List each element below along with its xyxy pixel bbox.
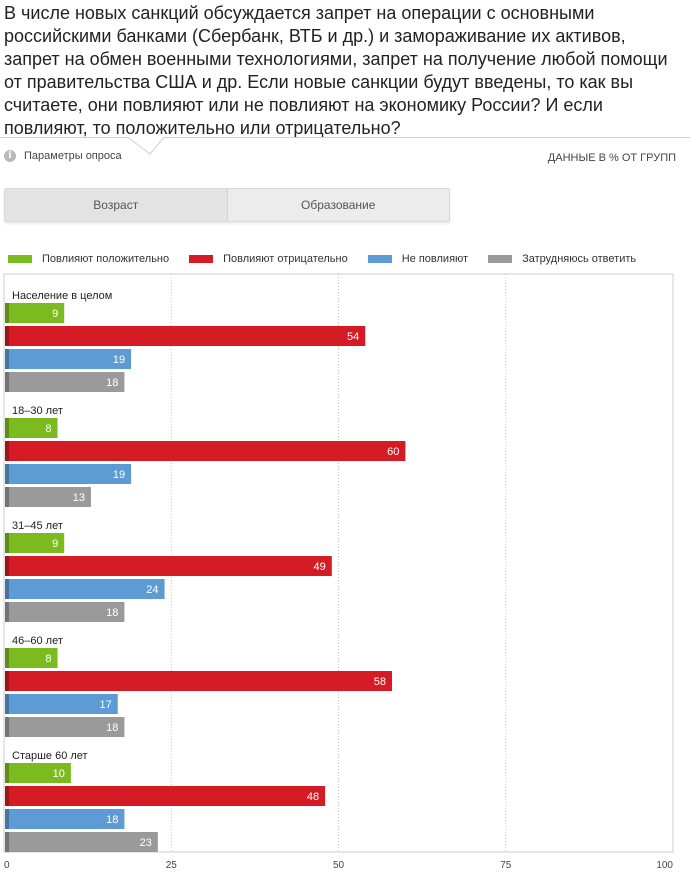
bar-marker [5, 579, 9, 599]
bar-value-label: 18 [106, 722, 118, 734]
bar-value-label: 23 [140, 837, 152, 849]
bar-value-label: 9 [52, 538, 58, 550]
bar-value-label: 58 [374, 676, 386, 688]
legend-swatch-positive [8, 255, 32, 263]
bar-marker [5, 648, 9, 668]
x-tick-label-25: 25 [166, 860, 178, 871]
survey-params-link[interactable]: i Параметры опроса [4, 150, 122, 162]
bar-value-label: 8 [45, 653, 51, 665]
bar-value-label: 8 [45, 423, 51, 435]
bar [5, 602, 125, 622]
x-tick-label-75: 75 [500, 860, 512, 871]
bar-marker [5, 372, 9, 392]
bar [5, 671, 393, 691]
bar-marker [5, 487, 9, 507]
bar [5, 809, 125, 829]
bar [5, 579, 165, 599]
bar-value-label: 19 [113, 469, 125, 481]
legend-label-unsure: Затрудняюсь ответить [522, 253, 637, 265]
bar-value-label: 48 [307, 791, 319, 803]
legend-item-negative: Повлияют отрицательно [189, 253, 348, 265]
bar-marker [5, 763, 9, 783]
bar [5, 441, 406, 461]
bar-marker [5, 786, 9, 806]
tab-education[interactable]: Образование [226, 189, 450, 221]
bar [5, 487, 91, 507]
bar [5, 326, 366, 346]
legend-label-positive: Повлияют положительно [42, 253, 170, 265]
bar [5, 648, 58, 668]
bar-value-label: 24 [146, 584, 158, 596]
bar [5, 694, 118, 714]
bar-marker [5, 694, 9, 714]
bar-marker [5, 326, 9, 346]
bar [5, 464, 132, 484]
group-label: Старше 60 лет [12, 750, 88, 762]
bar-marker [5, 349, 9, 369]
legend-swatch-none [367, 255, 392, 263]
question-text: В числе новых санкций обсуждается запрет… [4, 3, 668, 138]
header-divider [0, 137, 690, 155]
group-label: 31–45 лет [12, 520, 63, 532]
legend-label-negative: Повлияют отрицательно [223, 253, 348, 265]
legend-swatch-unsure [488, 255, 513, 263]
bar-marker [5, 717, 9, 737]
legend-item-none: Не повлияют [367, 253, 469, 265]
bar [5, 763, 71, 783]
bar-value-label: 19 [113, 354, 125, 366]
legend-item-unsure: Затрудняюсь ответить [488, 253, 636, 265]
bar [5, 349, 132, 369]
bar [5, 303, 65, 323]
bar-marker [5, 418, 9, 438]
bar-marker [5, 671, 9, 691]
bar-marker [5, 602, 9, 622]
bar [5, 418, 58, 438]
legend-swatch-negative [189, 255, 214, 263]
legend-item-positive: Повлияют положительно [8, 253, 169, 265]
bar-value-label: 18 [106, 607, 118, 619]
bar-value-label: 54 [347, 331, 359, 343]
bar [5, 372, 125, 392]
bar-marker [5, 556, 9, 576]
bar-value-label: 10 [53, 768, 65, 780]
bar [5, 717, 125, 737]
bar-value-label: 18 [106, 377, 118, 389]
bar-value-label: 18 [106, 814, 118, 826]
bar [5, 832, 158, 852]
x-tick-label-100: 100 [656, 860, 673, 871]
group-label: Население в целом [12, 290, 112, 302]
group-label: 18–30 лет [12, 405, 63, 417]
bar-value-label: 60 [387, 446, 399, 458]
group-label: 46–60 лет [12, 635, 63, 647]
units-label: ДАННЫЕ В % ОТ ГРУПП [547, 152, 676, 164]
x-tick-label-50: 50 [333, 860, 345, 871]
bar-value-label: 9 [52, 308, 58, 320]
bar [5, 556, 332, 576]
bar-value-label: 13 [73, 492, 85, 504]
bar-value-label: 17 [99, 699, 111, 711]
chart-legend: Повлияют положительно Повлияют отрицател… [8, 253, 656, 265]
bar-marker [5, 303, 9, 323]
x-tick-label-0: 0 [4, 860, 10, 871]
bar-marker [5, 809, 9, 829]
bar [5, 533, 65, 553]
tab-age[interactable]: Возраст [5, 189, 227, 221]
bar-marker [5, 464, 9, 484]
bar-value-label: 49 [314, 561, 326, 573]
bar [5, 786, 326, 806]
info-icon: i [4, 150, 16, 162]
legend-label-none: Не повлияют [401, 253, 469, 265]
bar-chart: 0 25 50 75 100 Население в целом 9 54 19 18 18–30 … [3, 273, 674, 871]
bar-marker [5, 441, 9, 461]
tab-bar: Возраст Образование [4, 188, 450, 222]
bar-marker [5, 832, 9, 852]
survey-params-label: Параметры опроса [24, 150, 122, 162]
bar-marker [5, 533, 9, 553]
